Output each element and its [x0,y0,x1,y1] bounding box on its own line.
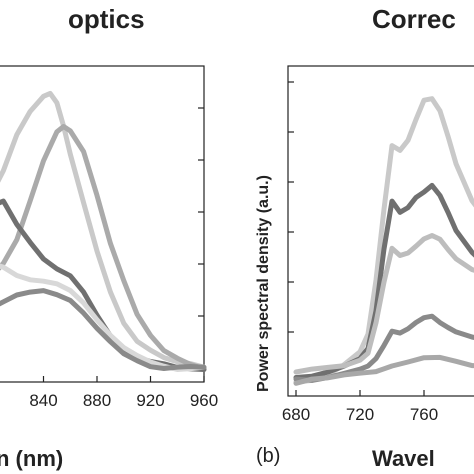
panel-a-series-line-3 [0,198,207,372]
panel-a-x-axis: 840 880 920 960 [29,107,218,410]
panel-a-x-tick-label: 840 [29,391,57,410]
panel-a-x-tick-label: 960 [190,391,218,410]
panel-a-series-line-1 [0,90,207,370]
panel-b-y-axis-label: Power spectral density (a.u.) [255,175,272,392]
panel-b-plot-frame [287,65,474,397]
panel-b-x-tick-label: 760 [410,405,438,424]
panel-b-series-line-5 [293,354,474,386]
panel-b: Correc 680 720 760 Power spectral density … [255,4,474,471]
panel-b-title: Correc [372,4,456,34]
panel-b-label: (b) [256,445,280,467]
panel-b-x-axis-label: Wavel [372,446,435,471]
panel-a-series [0,90,207,372]
panel-b-y-axis [288,81,294,333]
panel-b-x-tick-label: 720 [346,405,374,424]
panel-b-series-line-3 [293,233,474,375]
panel-b-x-axis: 680 720 760 [282,390,438,424]
panel-a-x-tick-label: 880 [83,391,111,410]
panel-a-x-tick-label: 920 [136,391,164,410]
panel-a-title: optics [68,4,145,34]
panel-a-series-line-5 [0,288,207,371]
panel-a-x-axis-label: n (nm) [0,446,63,471]
panel-a: optics 840 880 920 960 n (nm) [0,4,218,471]
panel-a-series-line-2 [0,124,207,372]
panel-b-series [293,96,474,386]
panel-b-x-tick-label: 680 [282,405,310,424]
